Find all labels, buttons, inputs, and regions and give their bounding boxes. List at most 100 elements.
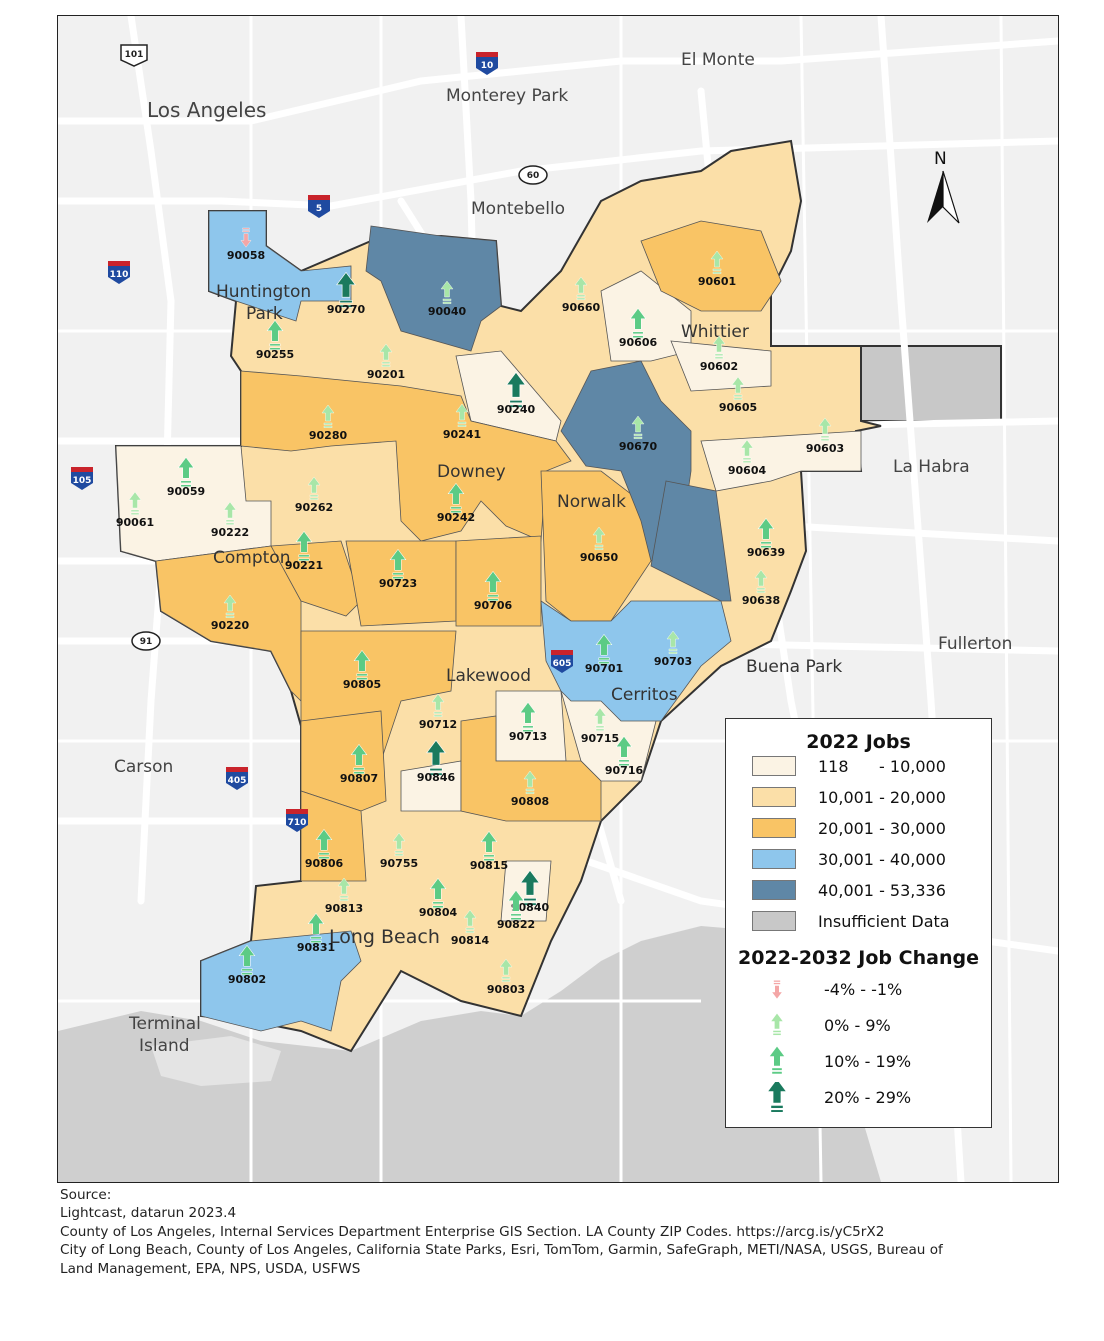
zip-90255[interactable]: 90255 [256, 319, 294, 361]
svg-text:605: 605 [553, 659, 572, 669]
label-downey: Downey [437, 462, 506, 482]
legend-change-label: 20% - 29% [824, 1087, 912, 1107]
zip-90220[interactable]: 90220 [211, 594, 250, 632]
zip-90061[interactable]: 90061 [116, 491, 154, 529]
zip-90605[interactable]: 90605 [719, 376, 757, 414]
zip-label: 90602 [700, 360, 738, 373]
zip-90703[interactable]: 90703 [654, 630, 692, 668]
legend-change-item: 10% - 19% [766, 1046, 911, 1076]
zip-90059[interactable]: 90059 [167, 456, 205, 498]
label-compton: Compton [213, 548, 290, 568]
zip-label: 90815 [470, 859, 508, 872]
zip-label: 90241 [443, 428, 481, 441]
zip-90813[interactable]: 90813 [325, 877, 363, 915]
zip-90639[interactable]: 90639 [747, 517, 785, 559]
zip-90058[interactable]: 90058 [227, 227, 265, 262]
legend-change-item: -4% - -1% [766, 974, 902, 1004]
zip-90822[interactable]: 90822 [497, 889, 535, 931]
zip-90807[interactable]: 90807 [340, 743, 378, 785]
map-frame[interactable]: El Monte Los Angeles Monterey Park Monte… [57, 15, 1059, 1183]
zip-90814[interactable]: 90814 [451, 909, 490, 947]
zip-90222[interactable]: 90222 [211, 501, 249, 539]
zip-90808[interactable]: 90808 [511, 770, 549, 808]
zip-90280[interactable]: 90280 [309, 404, 348, 442]
legend-jobs-item: 10,001 - 20,000 [752, 786, 946, 808]
zip-label: 90639 [747, 546, 785, 559]
zip-90660[interactable]: 90660 [562, 276, 601, 314]
zip-label: 90670 [619, 440, 658, 453]
zip-90201[interactable]: 90201 [367, 343, 405, 381]
legend: 2022 Jobs 118 - 10,000 10,001 - 20,000 20,… [725, 718, 992, 1128]
zip-90650[interactable]: 90650 [580, 526, 619, 564]
legend-arrow-icon [769, 1046, 785, 1074]
svg-text:110: 110 [110, 270, 129, 280]
zip-90831[interactable]: 90831 [297, 912, 335, 954]
legend-jobs-label: 10,001 - 20,000 [818, 787, 946, 807]
zip-90815[interactable]: 90815 [470, 830, 508, 872]
zip-label: 90808 [511, 795, 549, 808]
source-note: Source: Lightcast, datarun 2023.4 County… [60, 1186, 943, 1278]
zip-label: 90280 [309, 429, 348, 442]
label-el-monte: El Monte [681, 50, 755, 70]
zip-90803[interactable]: 90803 [487, 958, 525, 996]
zip-90805[interactable]: 90805 [343, 649, 381, 691]
zip-90240[interactable]: 90240 [497, 371, 536, 416]
zip-label: 90814 [451, 934, 490, 947]
zip-90638[interactable]: 90638 [742, 569, 780, 607]
source-line: County of Los Angeles, Internal Services… [60, 1223, 885, 1240]
legend-jobs-label: Insufficient Data [818, 911, 950, 931]
zip-90670[interactable]: 90670 [619, 415, 658, 453]
legend-arrow-icon [771, 1013, 783, 1036]
svg-text:405: 405 [228, 776, 247, 786]
zip-layer: 90058 90270 90040 90255 90201 90660 90601 90606… [116, 227, 844, 996]
zip-label: 90701 [585, 662, 623, 675]
zip-90601[interactable]: 90601 [698, 250, 736, 288]
zip-label: 90846 [417, 771, 456, 784]
zip-label: 90822 [497, 918, 535, 931]
zip-90806[interactable]: 90806 [305, 828, 344, 870]
zip-90706[interactable]: 90706 [474, 570, 513, 612]
zip-label: 90806 [305, 857, 344, 870]
legend-jobs-label: 30,001 - 40,000 [818, 849, 946, 869]
zip-90723[interactable]: 90723 [379, 548, 417, 590]
legend-jobs-item: 40,001 - 53,336 [752, 879, 946, 901]
svg-text:101: 101 [125, 50, 144, 60]
zip-90040[interactable]: 90040 [428, 280, 467, 318]
legend-swatch [752, 756, 796, 776]
svg-text:60: 60 [527, 171, 540, 181]
zip-90262[interactable]: 90262 [295, 476, 333, 514]
legend-jobs-label: 118 - 10,000 [818, 756, 946, 776]
zip-90712[interactable]: 90712 [419, 693, 457, 731]
zip-90603[interactable]: 90603 [806, 417, 844, 455]
zip-90715[interactable]: 90715 [581, 707, 619, 745]
zip-90802[interactable]: 90802 [228, 944, 266, 986]
zip-label: 90716 [605, 764, 644, 777]
zip-90713[interactable]: 90713 [509, 701, 547, 743]
zip-label: 90802 [228, 973, 266, 986]
zip-90241[interactable]: 90241 [443, 403, 481, 441]
zip-90846[interactable]: 90846 [417, 739, 456, 784]
map-canvas[interactable]: El Monte Los Angeles Monterey Park Monte… [58, 16, 1058, 1182]
zip-label: 90715 [581, 732, 619, 745]
zip-label: 90270 [327, 303, 366, 316]
zip-90602[interactable]: 90602 [700, 335, 738, 373]
svg-text:105: 105 [73, 476, 92, 486]
zip-90701[interactable]: 90701 [585, 633, 623, 675]
label-long-beach: Long Beach [329, 926, 440, 948]
zip-label: 90604 [728, 464, 767, 477]
zip-90840[interactable]: 90840 [511, 869, 550, 914]
zip-label: 90703 [654, 655, 692, 668]
label-fullerton: Fullerton [938, 634, 1012, 654]
zip-90804[interactable]: 90804 [419, 877, 458, 919]
zip-90716[interactable]: 90716 [605, 735, 644, 777]
zip-label: 90831 [297, 941, 335, 954]
zip-90606[interactable]: 90606 [619, 307, 658, 349]
zip-90221[interactable]: 90221 [285, 530, 323, 572]
zip-90242[interactable]: 90242 [437, 482, 475, 524]
zip-label: 90058 [227, 249, 265, 262]
legend-jobs-item: 118 - 10,000 [752, 755, 946, 777]
zip-90755[interactable]: 90755 [380, 832, 418, 870]
zip-90270[interactable]: 90270 [327, 271, 366, 316]
legend-jobs-item: Insufficient Data [752, 910, 950, 932]
zip-90604[interactable]: 90604 [728, 439, 767, 477]
